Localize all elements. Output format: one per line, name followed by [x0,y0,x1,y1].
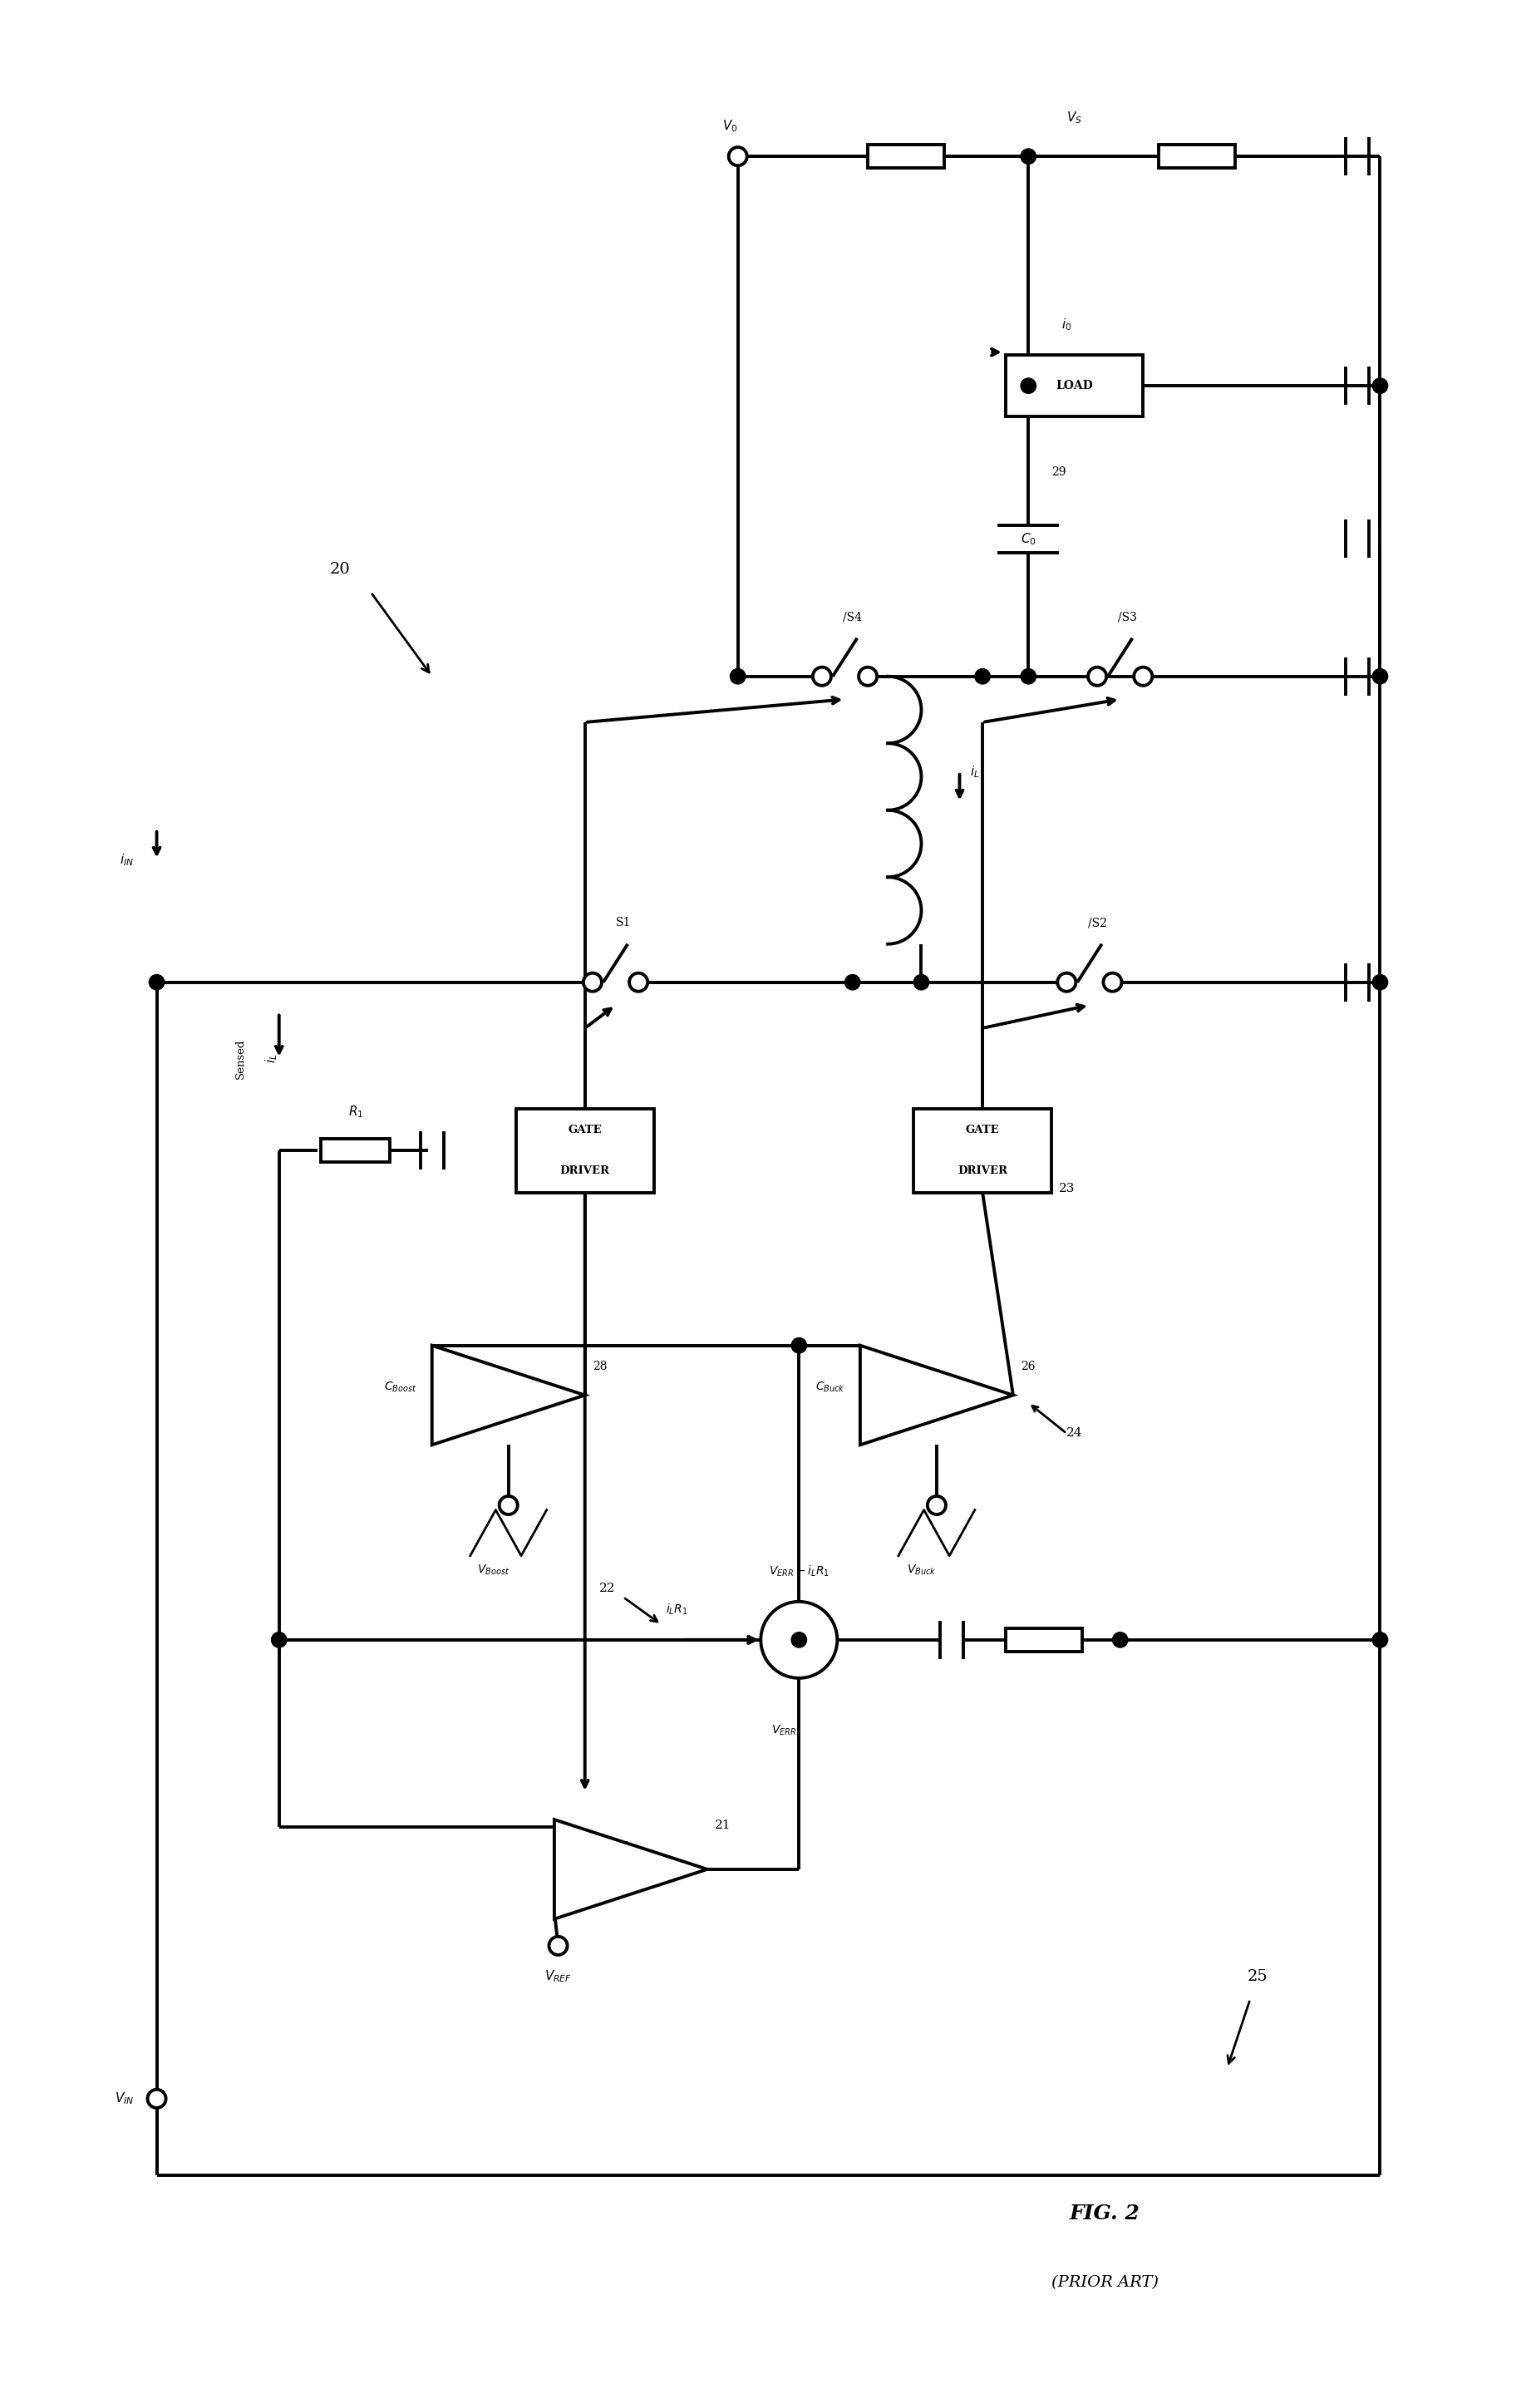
Circle shape [813,667,831,686]
Text: $R_1$: $R_1$ [347,1105,362,1120]
Circle shape [1112,1633,1127,1647]
Polygon shape [554,1820,707,1919]
Circle shape [1372,975,1387,990]
Text: $+$: $+$ [441,1411,453,1426]
Text: S1: S1 [614,917,630,929]
Circle shape [1020,378,1035,393]
Text: 22: 22 [599,1582,614,1594]
Text: $V_{IN}$: $V_{IN}$ [114,2090,134,2107]
Circle shape [914,975,928,990]
Bar [868,144,943,169]
Circle shape [548,1936,567,1955]
Text: LOAD: LOAD [1055,380,1092,393]
Text: $V_{REF}$: $V_{REF}$ [544,1970,571,1984]
Circle shape [499,1495,518,1515]
Text: 21: 21 [714,1820,731,1830]
Polygon shape [860,1346,1012,1445]
Circle shape [728,147,746,166]
Text: $V_S$: $V_S$ [1066,111,1081,125]
Circle shape [1020,149,1035,164]
Bar [516,1108,653,1192]
Circle shape [974,669,989,684]
Circle shape [1372,669,1387,684]
Text: GATE: GATE [568,1125,602,1134]
Text: $i_L$: $i_L$ [264,1055,280,1064]
Text: $-$: $-$ [869,1365,882,1380]
Text: $V_{ERR}-i_L R_1$: $V_{ERR}-i_L R_1$ [768,1565,829,1580]
Text: $i_{IN}$: $i_{IN}$ [120,852,134,867]
Text: $C_{Boost}$: $C_{Boost}$ [384,1380,416,1394]
Text: EA: EA [614,1842,631,1852]
Bar [1005,1628,1081,1652]
Text: $-$: $-$ [774,1628,786,1642]
Text: $V_{ERR}$: $V_{ERR}$ [771,1724,796,1739]
Text: DRIVER: DRIVER [559,1165,610,1178]
Circle shape [147,2090,166,2107]
Circle shape [1372,1633,1387,1647]
Circle shape [1087,667,1106,686]
Text: 23: 23 [1058,1182,1075,1194]
Polygon shape [432,1346,585,1445]
Bar [1158,144,1235,169]
Text: $-$: $-$ [441,1365,453,1380]
Circle shape [1134,667,1152,686]
Circle shape [730,669,745,684]
Text: 25: 25 [1247,1970,1267,1984]
Text: $V_{Boost}$: $V_{Boost}$ [476,1563,508,1577]
Text: 26: 26 [1020,1361,1035,1373]
Bar [1005,356,1143,417]
Text: 27: 27 [515,1115,531,1125]
Text: /S4: /S4 [843,612,862,624]
Text: $+$: $+$ [869,1411,882,1426]
Text: FIG. 2: FIG. 2 [1069,2203,1140,2223]
Text: DRIVER: DRIVER [957,1165,1008,1178]
Circle shape [845,975,860,990]
Text: /S2: /S2 [1087,917,1106,929]
Circle shape [791,1633,806,1647]
Bar [914,1108,1051,1192]
Text: 24: 24 [1066,1428,1083,1440]
Text: $V_0$: $V_0$ [722,118,737,132]
Text: $-$: $-$ [567,1890,579,1905]
Text: (PRIOR ART): (PRIOR ART) [1051,2276,1158,2290]
Circle shape [1372,378,1387,393]
Circle shape [149,975,164,990]
Text: $C_{Buck}$: $C_{Buck}$ [814,1380,845,1394]
Text: 28: 28 [593,1361,607,1373]
Circle shape [760,1601,837,1678]
Text: $+$: $+$ [797,1657,808,1669]
Text: GATE: GATE [965,1125,998,1134]
Circle shape [859,667,877,686]
Circle shape [1020,669,1035,684]
Text: 29: 29 [1051,465,1066,477]
Text: $i_L R_1$: $i_L R_1$ [665,1601,687,1616]
Text: $+$: $+$ [567,1835,579,1849]
Text: /S3: /S3 [1118,612,1137,624]
Circle shape [272,1633,287,1647]
Text: $V_{Buck}$: $V_{Buck}$ [906,1563,935,1577]
Circle shape [926,1495,945,1515]
Text: $i_L$: $i_L$ [969,763,980,780]
Text: $i_0$: $i_0$ [1061,318,1071,332]
Text: $C_0$: $C_0$ [1020,532,1035,547]
Circle shape [584,973,602,992]
Bar [321,1139,390,1163]
Circle shape [1103,973,1121,992]
Text: 20: 20 [330,561,350,578]
Text: Sensed: Sensed [235,1038,246,1079]
Circle shape [628,973,647,992]
Circle shape [1057,973,1075,992]
Circle shape [791,1339,806,1353]
